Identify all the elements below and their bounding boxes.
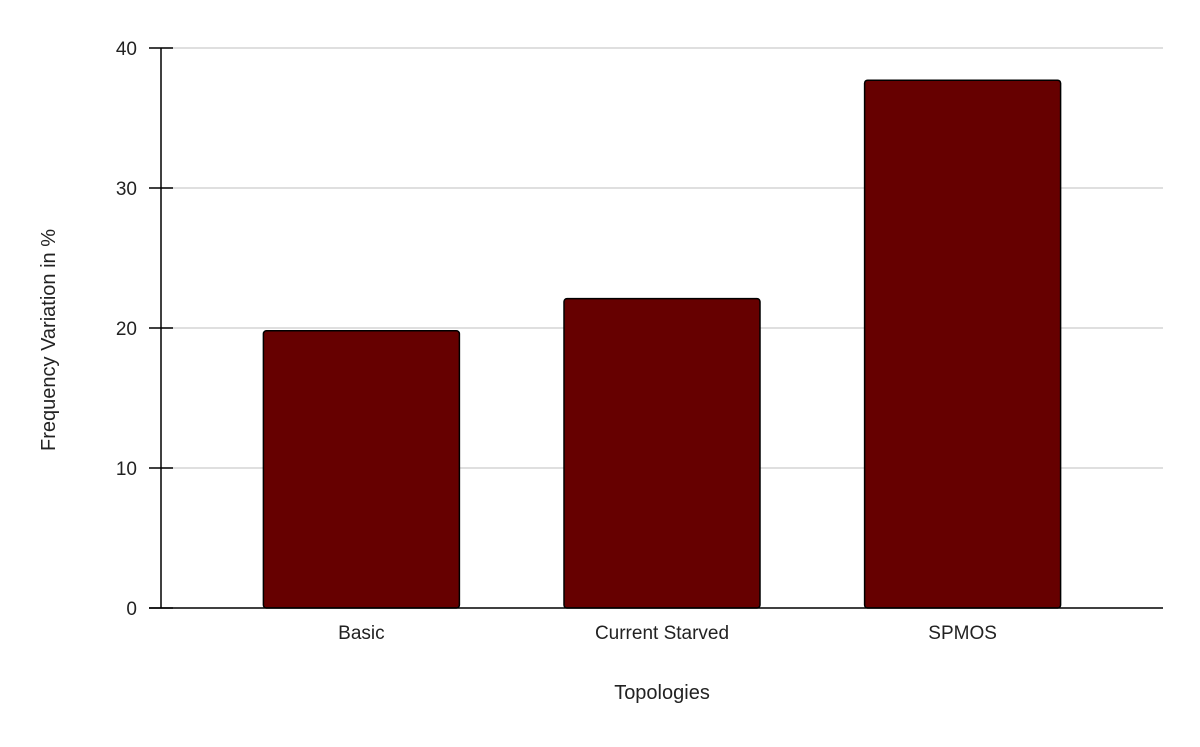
- x-tick-labels: Basic Current Starved SPMOS: [338, 623, 997, 644]
- bar-spmos: [863, 79, 1062, 609]
- y-tick-labels: 0 10 20 30 40: [116, 39, 137, 620]
- bar-basic: [262, 330, 461, 609]
- x-tick-label: Basic: [338, 623, 384, 644]
- y-tick-label: 20: [116, 319, 137, 340]
- bars: [262, 79, 1062, 609]
- axes: [149, 47, 1163, 609]
- x-tick-label: SPMOS: [928, 623, 997, 644]
- y-tick-label: 30: [116, 179, 137, 200]
- y-axis-title: Frequency Variation in %: [38, 229, 60, 451]
- y-tick-label: 40: [116, 39, 137, 60]
- y-tick-label: 10: [116, 459, 137, 480]
- x-tick-label: Current Starved: [595, 623, 729, 644]
- bar-current-starved: [563, 297, 761, 609]
- y-tick-label: 0: [126, 599, 137, 620]
- x-axis-title: Topologies: [614, 682, 710, 704]
